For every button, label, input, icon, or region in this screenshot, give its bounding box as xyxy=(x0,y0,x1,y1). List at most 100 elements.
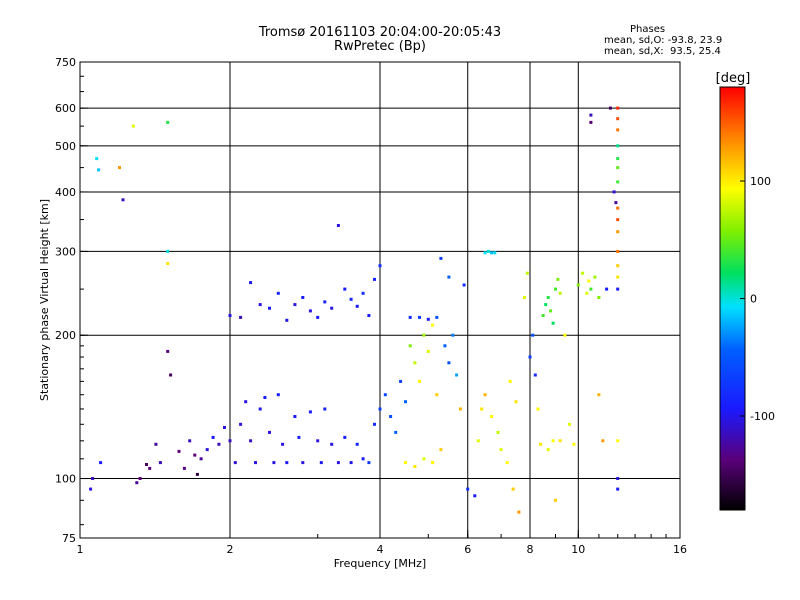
data-point xyxy=(589,113,593,117)
data-point xyxy=(413,465,417,468)
data-point xyxy=(572,442,576,446)
phase-stats-x: mean, sd,X: 93.5, 25.4 xyxy=(604,46,721,57)
data-point xyxy=(349,461,353,465)
data-point xyxy=(458,407,462,411)
data-point xyxy=(276,291,280,295)
data-point xyxy=(330,306,334,310)
data-point xyxy=(616,218,620,222)
data-point xyxy=(177,449,181,453)
data-point xyxy=(217,442,221,446)
data-point xyxy=(297,435,301,439)
data-point xyxy=(480,407,484,411)
data-point xyxy=(616,264,620,268)
data-point xyxy=(319,461,323,465)
data-point xyxy=(272,461,276,465)
colorbar-tick-label: 100 xyxy=(750,175,771,188)
data-point xyxy=(435,393,439,397)
data-point xyxy=(404,400,407,404)
data-point xyxy=(426,349,430,353)
data-point xyxy=(525,271,529,275)
data-point xyxy=(511,487,515,491)
data-point xyxy=(418,379,421,383)
data-point xyxy=(211,435,215,439)
data-point xyxy=(447,275,451,279)
data-point xyxy=(556,277,560,281)
data-point xyxy=(546,296,550,299)
x-tick-label: 8 xyxy=(527,543,534,556)
data-point xyxy=(281,442,285,446)
grid xyxy=(80,62,680,538)
data-point xyxy=(447,361,451,365)
data-point xyxy=(166,120,170,124)
data-point xyxy=(554,498,557,502)
data-point xyxy=(473,494,477,498)
data-point xyxy=(367,314,371,317)
data-point xyxy=(95,157,99,161)
data-point xyxy=(422,333,426,337)
data-point xyxy=(505,461,509,465)
data-point xyxy=(597,296,601,299)
data-point xyxy=(462,283,466,287)
data-point xyxy=(616,249,620,253)
data-point xyxy=(361,291,365,295)
data-point xyxy=(514,400,518,404)
data-point xyxy=(616,144,620,148)
data-point xyxy=(455,373,459,377)
data-point xyxy=(293,415,297,418)
colorbar-ticks: 100 0 -100 xyxy=(740,175,775,423)
data-point xyxy=(408,315,412,319)
data-point xyxy=(355,304,359,308)
data-point xyxy=(258,303,262,307)
data-point xyxy=(330,442,334,446)
data-point xyxy=(394,430,398,434)
data-point xyxy=(188,439,192,443)
phase-stats-o: mean, sd,O: -93.8, 23.9 xyxy=(604,35,723,46)
data-point xyxy=(383,393,387,397)
data-point xyxy=(228,439,232,443)
phase-stats-heading: Phases xyxy=(630,24,666,35)
data-point xyxy=(158,461,162,465)
data-point xyxy=(528,355,532,359)
data-point xyxy=(182,466,186,470)
chart-subtitle: RwPretec (Bp) xyxy=(333,39,427,54)
data-point xyxy=(169,373,173,377)
data-point xyxy=(373,422,376,426)
data-point xyxy=(193,453,197,457)
data-point xyxy=(355,442,359,446)
data-point xyxy=(336,224,340,227)
data-point xyxy=(285,318,289,322)
y-tick-label: 100 xyxy=(55,473,76,486)
data-point xyxy=(439,256,443,260)
data-point xyxy=(551,439,555,443)
data-point xyxy=(343,287,347,291)
data-point xyxy=(431,323,435,327)
data-point xyxy=(483,393,487,397)
y-tick-label: 300 xyxy=(55,245,76,258)
data-point xyxy=(343,435,347,439)
data-point xyxy=(301,296,305,299)
data-point xyxy=(389,415,393,418)
data-point xyxy=(541,314,545,317)
data-point xyxy=(249,439,253,443)
axis-ticks: 1 2 4 6 8 10 16 75 100 200 300 400 500 600 750 xyxy=(55,56,687,556)
data-point xyxy=(426,317,430,321)
data-point xyxy=(593,275,597,279)
data-point xyxy=(523,296,526,299)
data-point xyxy=(199,457,203,461)
data-point xyxy=(517,510,521,514)
data-point xyxy=(601,439,605,443)
data-point xyxy=(422,457,426,461)
x-tick-label: 1 xyxy=(77,543,84,556)
data-point xyxy=(587,279,591,283)
data-point xyxy=(308,309,312,313)
data-point xyxy=(493,251,497,255)
data-point xyxy=(361,457,365,461)
data-point xyxy=(293,303,297,307)
data-point xyxy=(554,287,557,291)
data-point xyxy=(89,487,93,491)
data-point xyxy=(244,400,248,404)
data-point xyxy=(563,333,567,337)
data-point xyxy=(486,249,490,253)
data-point xyxy=(616,106,620,110)
